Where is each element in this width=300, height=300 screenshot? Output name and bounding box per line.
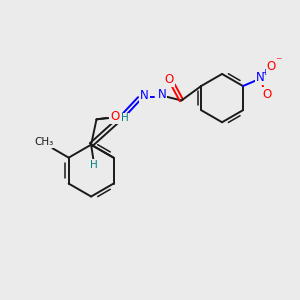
Text: ⁻: ⁻ <box>275 55 281 68</box>
Text: O: O <box>110 110 120 123</box>
Text: N: N <box>256 71 265 84</box>
Text: CH₃: CH₃ <box>34 137 54 147</box>
Text: N: N <box>158 88 166 101</box>
Text: N: N <box>140 89 149 102</box>
Text: O: O <box>262 88 272 101</box>
Text: +: + <box>261 68 269 77</box>
Text: O: O <box>267 60 276 74</box>
Text: O: O <box>164 73 174 86</box>
Text: H: H <box>121 113 128 124</box>
Text: H: H <box>90 160 98 170</box>
